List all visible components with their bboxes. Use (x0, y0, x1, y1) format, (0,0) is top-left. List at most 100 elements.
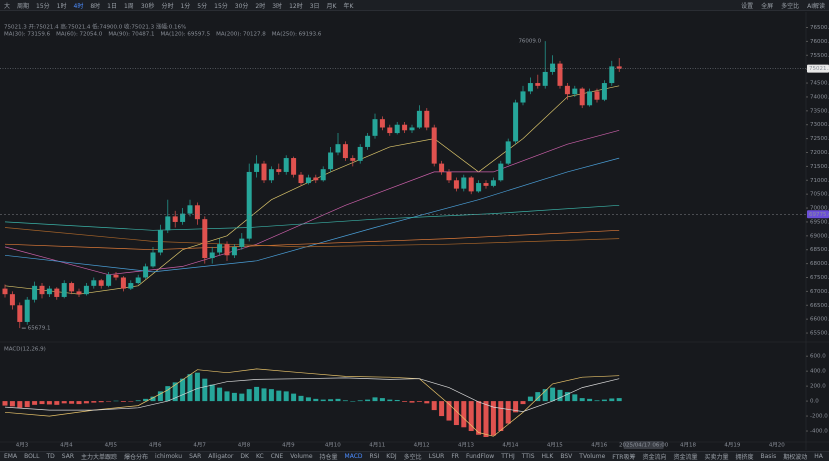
indicator-tab[interactable]: BSV (560, 453, 573, 460)
x-tick-label: 4月15 (547, 442, 563, 449)
toolbar-action[interactable]: 全屏 (761, 2, 774, 10)
period-button[interactable]: 月K (326, 2, 337, 10)
macd-y-tick-label: -400.0 (810, 429, 828, 435)
macd-bar (431, 401, 437, 411)
period-button[interactable]: 5分 (197, 2, 208, 10)
indicator-tab[interactable]: 买卖力量 (704, 454, 729, 461)
indicator-tab[interactable]: KC (255, 453, 264, 460)
macd-bar (335, 398, 341, 402)
indicator-tab[interactable]: 拥挤度 (735, 454, 754, 461)
crosshair-price-tag (807, 210, 829, 219)
toolbar-action[interactable]: 设置 (741, 2, 754, 10)
period-button[interactable]: 分时 (161, 2, 174, 10)
indicator-tab[interactable]: 持仓量 (319, 454, 338, 461)
indicator-tab[interactable]: 主力大单跟踪 (81, 454, 118, 461)
candle-body (468, 177, 474, 192)
indicator-tab[interactable]: KDJ (386, 453, 397, 460)
period-button[interactable]: 30秒 (140, 2, 155, 10)
indicator-tab[interactable]: TTHJ (501, 453, 515, 460)
indicator-tab[interactable]: Alligator (208, 453, 234, 460)
indicator-tab[interactable]: LSUR (428, 453, 445, 460)
period-button[interactable]: 8时 (90, 2, 101, 10)
ma-line (4, 85, 620, 295)
macd-bar (313, 398, 319, 402)
period-button[interactable]: 年K (343, 2, 354, 10)
indicator-tab[interactable]: CNE (270, 453, 284, 460)
candle-body (202, 219, 208, 259)
indicator-tab[interactable]: ichimoku (155, 453, 183, 460)
y-tick-label: 74500.0 (810, 81, 829, 87)
indicator-tab[interactable]: TTIS (521, 453, 535, 460)
macd-bar (98, 401, 104, 403)
candle-body (224, 244, 230, 256)
y-tick-label: 71000.0 (810, 178, 829, 184)
macd-bar (616, 398, 622, 402)
indicator-tab[interactable]: TD (46, 453, 55, 460)
indicator-tab[interactable]: FTR吸筹 (612, 454, 636, 461)
period-button[interactable]: 15分 (36, 2, 50, 10)
indicator-tab[interactable]: Volume (290, 453, 313, 460)
macd-bar (120, 401, 126, 402)
indicator-tab[interactable]: 资金流量 (673, 454, 698, 461)
macd-bar (305, 397, 311, 402)
indicator-tab[interactable]: EMA (4, 453, 18, 460)
candle-body (128, 283, 134, 289)
macd-bar (24, 401, 30, 408)
period-button[interactable]: 1日 (107, 2, 117, 10)
indicator-tab[interactable]: 多空比 (403, 454, 422, 461)
macd-bar (209, 384, 215, 402)
indicator-tab[interactable]: Basis (760, 453, 777, 460)
toolbar-action[interactable]: AI解读 (807, 2, 825, 10)
macd-bar (476, 401, 482, 435)
y-tick-label: 66500.0 (810, 303, 829, 309)
period-button[interactable]: 1周 (123, 2, 134, 10)
macd-bar (564, 392, 570, 402)
indicator-tab[interactable]: BOLL (24, 453, 40, 460)
indicator-tab[interactable]: 期权波动 (783, 454, 808, 461)
indicator-tab[interactable]: SAR (189, 453, 202, 460)
macd-bar (17, 401, 23, 408)
candle-body (32, 285, 38, 300)
period-button[interactable]: 1时 (56, 2, 67, 10)
period-button[interactable]: 12时 (289, 2, 303, 10)
macd-bar (113, 400, 119, 402)
candle-body (24, 299, 30, 322)
indicator-tab[interactable]: FR (451, 453, 459, 460)
low-label: 65679.1 (28, 326, 51, 332)
indicator-tab[interactable]: HLK (541, 453, 554, 460)
candle-body (172, 216, 178, 222)
period-button[interactable]: 30分 (234, 2, 249, 10)
candle-body (291, 158, 297, 175)
period-button[interactable]: 2时 (255, 2, 266, 10)
macd-bar (217, 387, 223, 402)
indicator-tab[interactable]: FundFlow (465, 453, 495, 460)
toolbar-action[interactable]: 多空比 (781, 2, 800, 10)
period-button[interactable]: 15分 (214, 2, 228, 10)
macd-y-tick-label: 600.0 (810, 354, 826, 360)
indicator-tab[interactable]: 资金流向 (642, 454, 667, 461)
indicator-tab[interactable]: SAR (61, 453, 74, 460)
indicator-tab[interactable]: MACD (344, 453, 363, 460)
indicator-tab[interactable]: RSI (369, 453, 380, 460)
macd-bar (357, 400, 363, 402)
crosshair-time-label: 2025/04/17 06:00 (619, 443, 669, 449)
candle-body (557, 63, 563, 86)
candle-body (143, 266, 149, 278)
candle-body (409, 127, 415, 131)
indicator-tab[interactable]: DK (240, 453, 249, 460)
period-button[interactable]: 3时 (272, 2, 283, 10)
period-button[interactable]: 周期 (17, 2, 30, 10)
indicator-tab[interactable]: HA (814, 453, 823, 460)
macd-bar (453, 401, 459, 426)
macd-bar (505, 401, 511, 424)
macd-bar (32, 401, 38, 405)
indicator-tab[interactable]: 爆仓分布 (124, 454, 149, 461)
period-button[interactable]: 大 (4, 2, 11, 10)
period-button[interactable]: 4时 (73, 2, 84, 10)
indicator-tab[interactable]: TVolume (579, 453, 606, 460)
period-button[interactable]: 1分 (180, 2, 191, 10)
period-button[interactable]: 3日 (309, 2, 320, 10)
macd-bar (165, 386, 171, 402)
